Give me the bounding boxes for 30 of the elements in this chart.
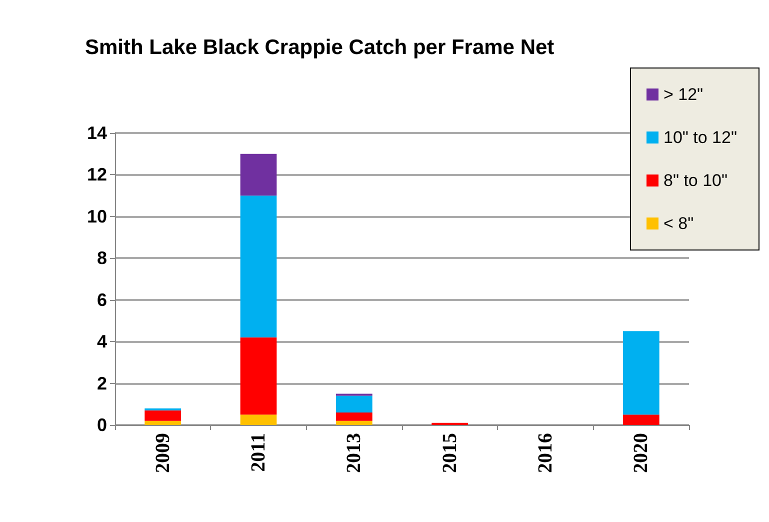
legend-label: 10" to 12" bbox=[663, 128, 738, 147]
x-tick-label: 2015 bbox=[438, 433, 461, 473]
y-tick-label: 2 bbox=[96, 373, 107, 394]
bar bbox=[622, 331, 660, 415]
x-tick-label: 2020 bbox=[630, 433, 652, 473]
bar bbox=[336, 396, 372, 412]
bar bbox=[240, 337, 277, 415]
y-tick-label: 14 bbox=[86, 123, 107, 143]
bar bbox=[240, 154, 277, 196]
legend-label: > 12" bbox=[663, 85, 704, 104]
bar bbox=[240, 196, 277, 338]
y-tick-label: 0 bbox=[96, 415, 107, 435]
bar bbox=[240, 414, 277, 425]
chart-title: Smith Lake Black Crappie Catch per Frame Net bbox=[85, 36, 554, 59]
bar bbox=[144, 420, 182, 425]
legend-label: < 8" bbox=[663, 214, 694, 233]
y-tick-label: 4 bbox=[96, 332, 107, 352]
bar bbox=[336, 420, 372, 425]
x-tick-label: 2013 bbox=[343, 433, 366, 473]
y-tick-label: 10 bbox=[86, 206, 107, 226]
y-tick-label: 8 bbox=[96, 248, 107, 268]
legend-label: 8" to 10" bbox=[663, 171, 728, 190]
x-tick-label: 2016 bbox=[534, 433, 556, 473]
bar bbox=[336, 412, 372, 421]
bar bbox=[144, 410, 182, 421]
y-tick-label: 6 bbox=[96, 290, 107, 310]
x-tick-label: 2009 bbox=[152, 433, 174, 473]
bar bbox=[622, 414, 660, 425]
x-tick-label: 2011 bbox=[248, 433, 270, 472]
y-tick-label: 12 bbox=[86, 164, 107, 185]
